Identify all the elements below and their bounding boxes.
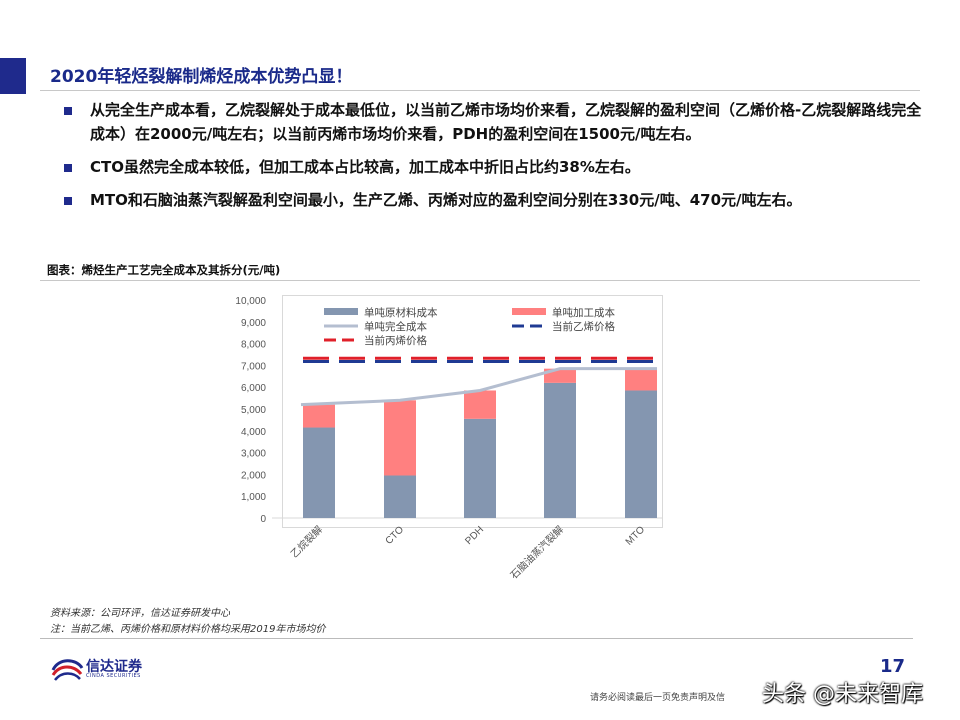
legend-label: 单吨加工成本 xyxy=(552,306,615,319)
logo-text: 信达证券 xyxy=(86,659,142,675)
divider xyxy=(40,280,920,281)
bar-processing xyxy=(625,369,657,391)
bar-raw-material xyxy=(544,382,576,518)
y-tick-label: 6,000 xyxy=(241,383,266,394)
bar-raw-material xyxy=(464,418,496,518)
bullet-text: MTO和石脑油蒸汽裂解盈利空间最小，生产乙烯、丙烯对应的盈利空间分别在330元/… xyxy=(90,191,802,209)
divider xyxy=(40,638,913,639)
bar-processing xyxy=(464,390,496,419)
bullet-text: 从完全生产成本看，乙烷裂解处于成本最低位，以当前乙烯市场均价来看，乙烷裂解的盈利… xyxy=(90,101,922,143)
page-number: 17 xyxy=(880,656,906,677)
bullet-square-icon xyxy=(64,164,72,172)
y-tick-label: 8,000 xyxy=(241,340,266,351)
bullet-item: MTO和石脑油蒸汽裂解盈利空间最小，生产乙烯、丙烯对应的盈利空间分别在330元/… xyxy=(58,188,928,212)
bullet-list: 从完全生产成本看，乙烷裂解处于成本最低位，以当前乙烯市场均价来看，乙烷裂解的盈利… xyxy=(58,98,928,221)
chart-caption: 图表：烯烃生产工艺完全成本及其拆分(元/吨) xyxy=(47,263,281,277)
y-tick-label: 10,000 xyxy=(235,296,266,307)
y-tick-label: 0 xyxy=(260,514,266,525)
bullet-item: CTO虽然完全成本较低，但加工成本占比较高，加工成本中折旧占比约38%左右。 xyxy=(58,155,928,179)
slide-title: 2020年轻烃裂解制烯烃成本优势凸显！ xyxy=(50,67,353,87)
bullet-square-icon xyxy=(64,197,72,205)
source-note: 资料来源：公司环评，信达证券研发中心 xyxy=(50,608,230,619)
bar-processing xyxy=(303,404,335,428)
watermark: 头条 @未来智库 xyxy=(762,682,923,707)
bar-raw-material xyxy=(303,427,335,518)
bullet-item: 从完全生产成本看，乙烷裂解处于成本最低位，以当前乙烯市场均价来看，乙烷裂解的盈利… xyxy=(58,98,928,146)
x-tick-label: MTO xyxy=(624,524,648,548)
bar-processing xyxy=(384,400,416,476)
y-tick-label: 4,000 xyxy=(241,427,266,438)
footnote: 注：当前乙烯、丙烯价格和原材料价格均采用2019年市场均价 xyxy=(50,624,326,635)
y-tick-label: 3,000 xyxy=(241,449,266,460)
y-tick-label: 1,000 xyxy=(241,492,266,503)
x-tick-label: CTO xyxy=(384,524,407,547)
bullet-square-icon xyxy=(64,107,72,115)
accent-block xyxy=(0,58,26,94)
logo-subtext: CINDA SECURITIES xyxy=(86,673,141,679)
plot-area-frame xyxy=(282,295,663,528)
x-tick-label: 石脑油蒸汽裂解 xyxy=(507,523,566,582)
y-tick-label: 7,000 xyxy=(241,361,266,372)
legend-label: 当前丙烯价格 xyxy=(364,334,427,347)
disclaimer: 请务必阅读最后一页免责声明及信 xyxy=(590,693,726,703)
bar-raw-material xyxy=(384,475,416,518)
x-tick-label: 乙烷裂解 xyxy=(288,523,325,560)
x-tick-label: PDH xyxy=(463,524,486,547)
bullet-text: CTO虽然完全成本较低，但加工成本占比较高，加工成本中折旧占比约38%左右。 xyxy=(90,158,640,176)
divider xyxy=(40,90,920,91)
legend-label: 单吨原材料成本 xyxy=(364,306,438,319)
cinda-logo xyxy=(51,659,84,681)
legend-label: 单吨完全成本 xyxy=(364,320,427,333)
bar-raw-material xyxy=(625,390,657,518)
y-tick-label: 9,000 xyxy=(241,318,266,329)
y-tick-label: 5,000 xyxy=(241,405,266,416)
y-tick-label: 2,000 xyxy=(241,470,266,481)
legend-swatch xyxy=(324,308,358,315)
legend-swatch xyxy=(512,308,546,315)
legend-label: 当前乙烯价格 xyxy=(552,320,615,333)
line-total-cost xyxy=(300,367,657,407)
